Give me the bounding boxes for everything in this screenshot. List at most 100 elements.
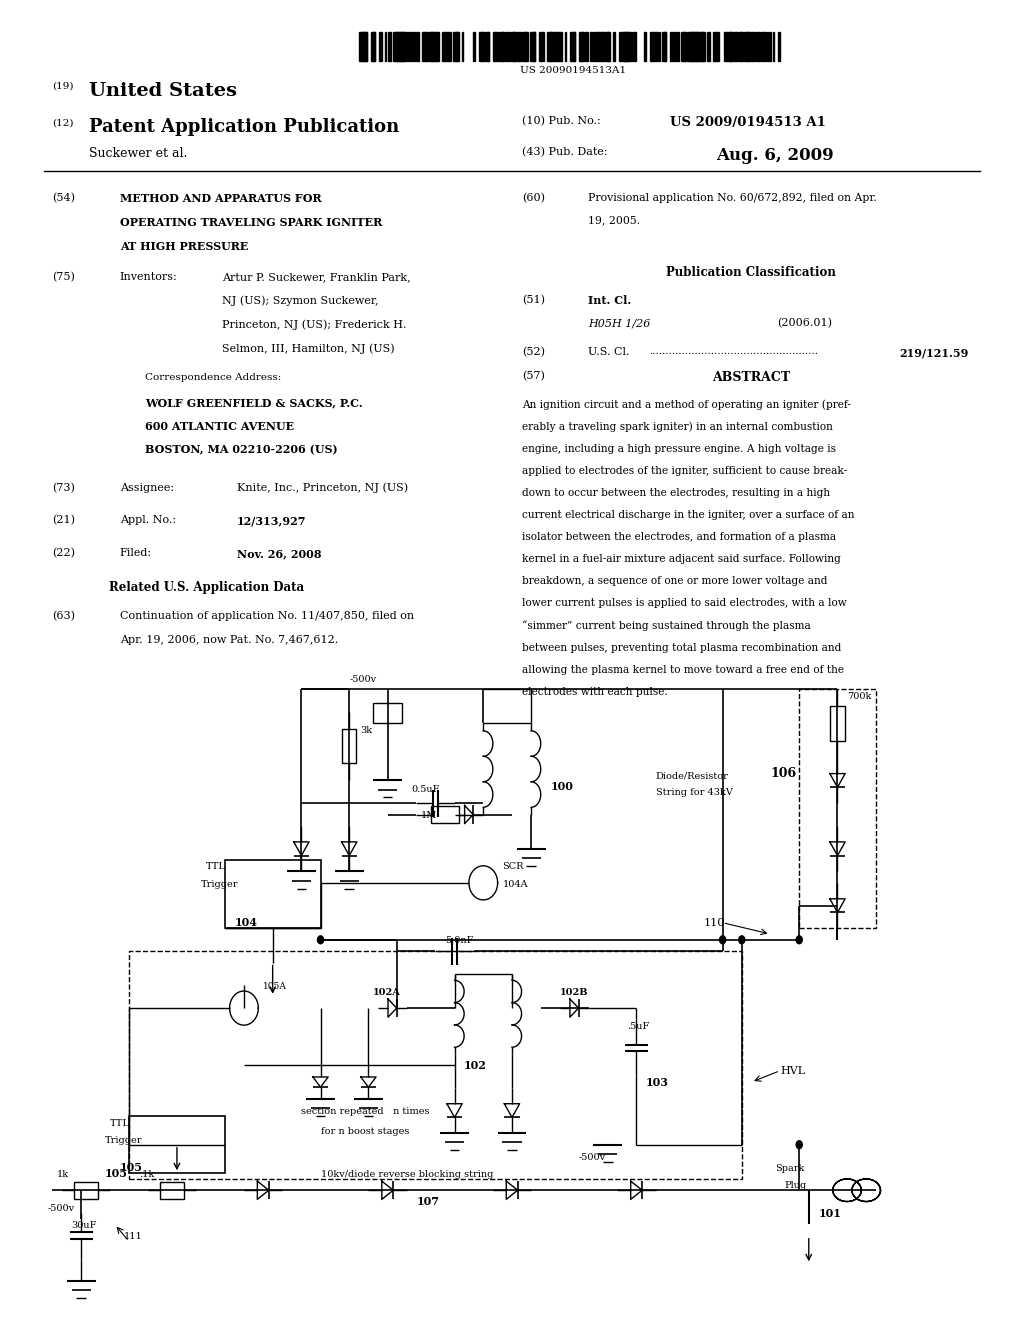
Text: HVL: HVL (780, 1067, 805, 1076)
Bar (730, 32, 731, 61)
Text: 600 ATLANTIC AVENUE: 600 ATLANTIC AVENUE (145, 421, 295, 432)
Bar (74, 1181, 98, 1199)
Text: -500v: -500v (48, 1204, 75, 1213)
Text: Publication Classification: Publication Classification (667, 265, 837, 279)
Bar (539, 32, 544, 61)
Circle shape (317, 936, 324, 944)
Text: 105A: 105A (263, 982, 287, 991)
Text: 111: 111 (124, 1233, 143, 1242)
Bar (579, 32, 584, 61)
Bar (502, 32, 504, 61)
Bar (625, 32, 629, 61)
Text: (57): (57) (522, 371, 545, 381)
Bar (644, 32, 646, 61)
Text: kernel in a fuel-air mixture adjacent said surface. Following: kernel in a fuel-air mixture adjacent sa… (522, 554, 841, 565)
Bar (530, 32, 535, 61)
Bar (373, 704, 401, 723)
Text: erably a traveling spark igniter) in an internal combustion: erably a traveling spark igniter) in an … (522, 422, 834, 433)
Bar (670, 32, 675, 61)
Bar (365, 32, 367, 61)
Bar (628, 32, 629, 61)
Bar (687, 32, 692, 61)
Text: .5uF: .5uF (627, 1022, 649, 1031)
Text: (22): (22) (51, 548, 75, 558)
Bar (462, 32, 464, 61)
Text: TTL: TTL (206, 862, 225, 871)
Text: (19): (19) (51, 82, 73, 91)
Bar (487, 32, 489, 61)
Text: current electrical discharge in the igniter, over a surface of an: current electrical discharge in the igni… (522, 510, 855, 520)
Bar (681, 32, 685, 61)
Text: electrodes with each pulse.: electrodes with each pulse. (522, 686, 668, 697)
Text: (73): (73) (51, 483, 75, 492)
Text: (63): (63) (51, 611, 75, 622)
Text: (60): (60) (522, 193, 545, 203)
Text: Artur P. Suckewer, Franklin Park,: Artur P. Suckewer, Franklin Park, (222, 272, 411, 282)
Bar (513, 32, 515, 61)
Text: 1M: 1M (421, 812, 437, 820)
Bar (582, 32, 584, 61)
Text: “simmer” current being sustained through the plasma: “simmer” current being sustained through… (522, 620, 811, 631)
Bar (684, 32, 686, 61)
Bar (473, 32, 475, 61)
Bar (622, 32, 627, 61)
Text: 700k: 700k (847, 692, 871, 701)
Text: Suckewer et al.: Suckewer et al. (89, 148, 187, 160)
Bar (456, 32, 460, 61)
Text: 103: 103 (646, 1077, 669, 1088)
Bar (510, 32, 515, 61)
Text: -500v: -500v (349, 675, 377, 684)
Bar (604, 32, 609, 61)
Bar (548, 32, 552, 61)
Text: 101: 101 (818, 1208, 842, 1218)
Text: Diode/Resistor: Diode/Resistor (655, 771, 728, 780)
Bar (744, 32, 749, 61)
Bar (430, 32, 433, 61)
Text: 105: 105 (120, 1162, 142, 1173)
Bar (454, 32, 458, 61)
Bar (442, 32, 445, 61)
Bar (444, 32, 447, 61)
Bar (484, 32, 489, 61)
Circle shape (738, 936, 744, 944)
Bar (379, 32, 382, 61)
Bar (695, 32, 698, 61)
Bar (741, 32, 743, 61)
Text: 3k: 3k (360, 726, 373, 735)
Bar (593, 32, 596, 61)
Text: US 2009/0194513 A1: US 2009/0194513 A1 (670, 116, 825, 129)
Bar (750, 32, 755, 61)
Text: ....................................................: ........................................… (649, 347, 818, 356)
Text: 102A: 102A (373, 987, 401, 997)
Bar (524, 32, 527, 61)
Text: 5.0nF: 5.0nF (445, 936, 473, 945)
Text: TTL: TTL (110, 1118, 130, 1127)
Text: Related U.S. Application Data: Related U.S. Application Data (109, 581, 304, 594)
Bar (698, 32, 703, 61)
Bar (748, 32, 749, 61)
Text: (12): (12) (51, 119, 73, 128)
Text: United States: United States (89, 82, 238, 99)
Text: Patent Application Publication: Patent Application Publication (89, 119, 399, 136)
Text: lower current pulses is applied to said electrodes, with a low: lower current pulses is applied to said … (522, 598, 847, 609)
Text: U.S. Cl.: U.S. Cl. (589, 347, 630, 358)
Bar (778, 32, 780, 61)
Bar (129, 1117, 225, 1173)
Bar (362, 32, 367, 61)
Bar (830, 706, 845, 741)
Text: 107: 107 (417, 1196, 439, 1208)
Bar (570, 32, 574, 61)
Bar (724, 32, 727, 61)
Text: engine, including a high pressure engine. A high voltage is: engine, including a high pressure engine… (522, 444, 837, 454)
Bar (761, 32, 765, 61)
Text: 12/313,927: 12/313,927 (237, 515, 306, 527)
Circle shape (796, 1140, 802, 1148)
Text: 102B: 102B (560, 987, 589, 997)
Bar (693, 32, 697, 61)
Bar (414, 32, 415, 61)
Bar (764, 32, 766, 61)
Bar (402, 32, 407, 61)
Bar (522, 32, 526, 61)
Bar (553, 32, 556, 61)
Text: Trigger: Trigger (201, 879, 239, 888)
